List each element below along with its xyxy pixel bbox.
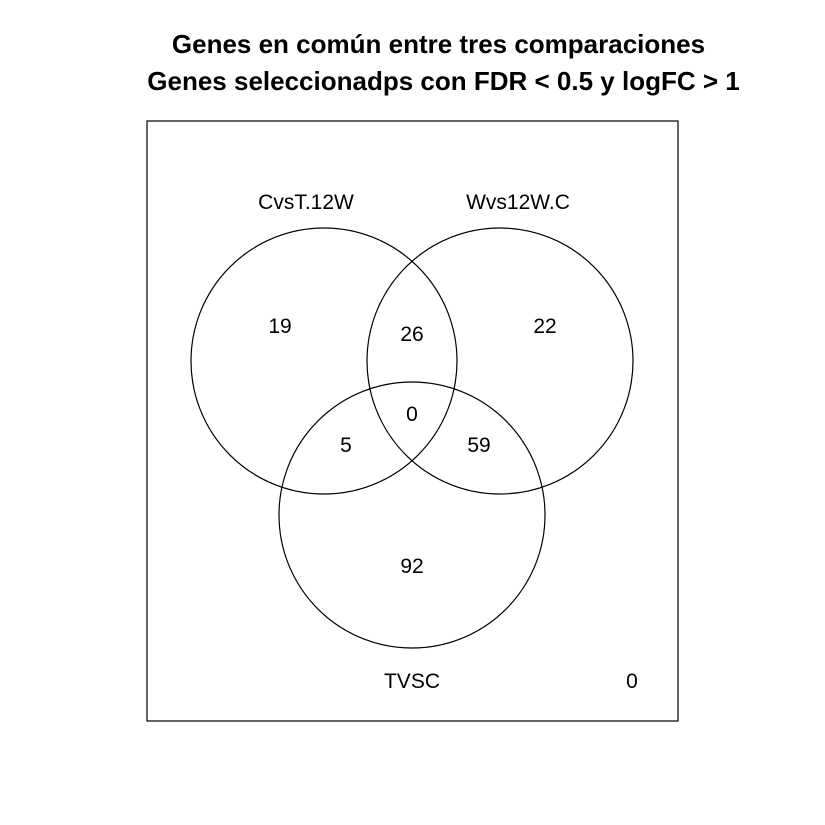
count-only-wvs12wc: 22 bbox=[533, 315, 556, 338]
set-circle-cvst12w bbox=[190, 227, 458, 495]
count-wvs12wc-tvsc: 59 bbox=[467, 434, 490, 457]
set-circle-wvs12wc bbox=[366, 227, 634, 495]
count-cvst12w-tvsc: 5 bbox=[340, 434, 352, 457]
diagram-title-line-1: Genes en común entre tres comparaciones bbox=[171, 29, 706, 59]
count-only-tvsc: 92 bbox=[400, 555, 423, 578]
count-outside: 0 bbox=[626, 670, 638, 693]
count-all-three: 0 bbox=[406, 403, 418, 426]
set-circle-tvsc bbox=[278, 381, 546, 649]
set-label-wvs12wc: Wvs12W.C bbox=[466, 191, 570, 214]
diagram-title-line-2: Genes seleccionadps con FDR < 0.5 y logF… bbox=[147, 66, 740, 96]
plot-frame bbox=[146, 120, 679, 722]
set-label-tvsc: TVSC bbox=[384, 670, 440, 693]
count-cvst12w-wvs12wc: 26 bbox=[400, 323, 423, 346]
set-label-cvst12w: CvsT.12W bbox=[258, 191, 354, 214]
count-only-cvst12w: 19 bbox=[268, 315, 291, 338]
